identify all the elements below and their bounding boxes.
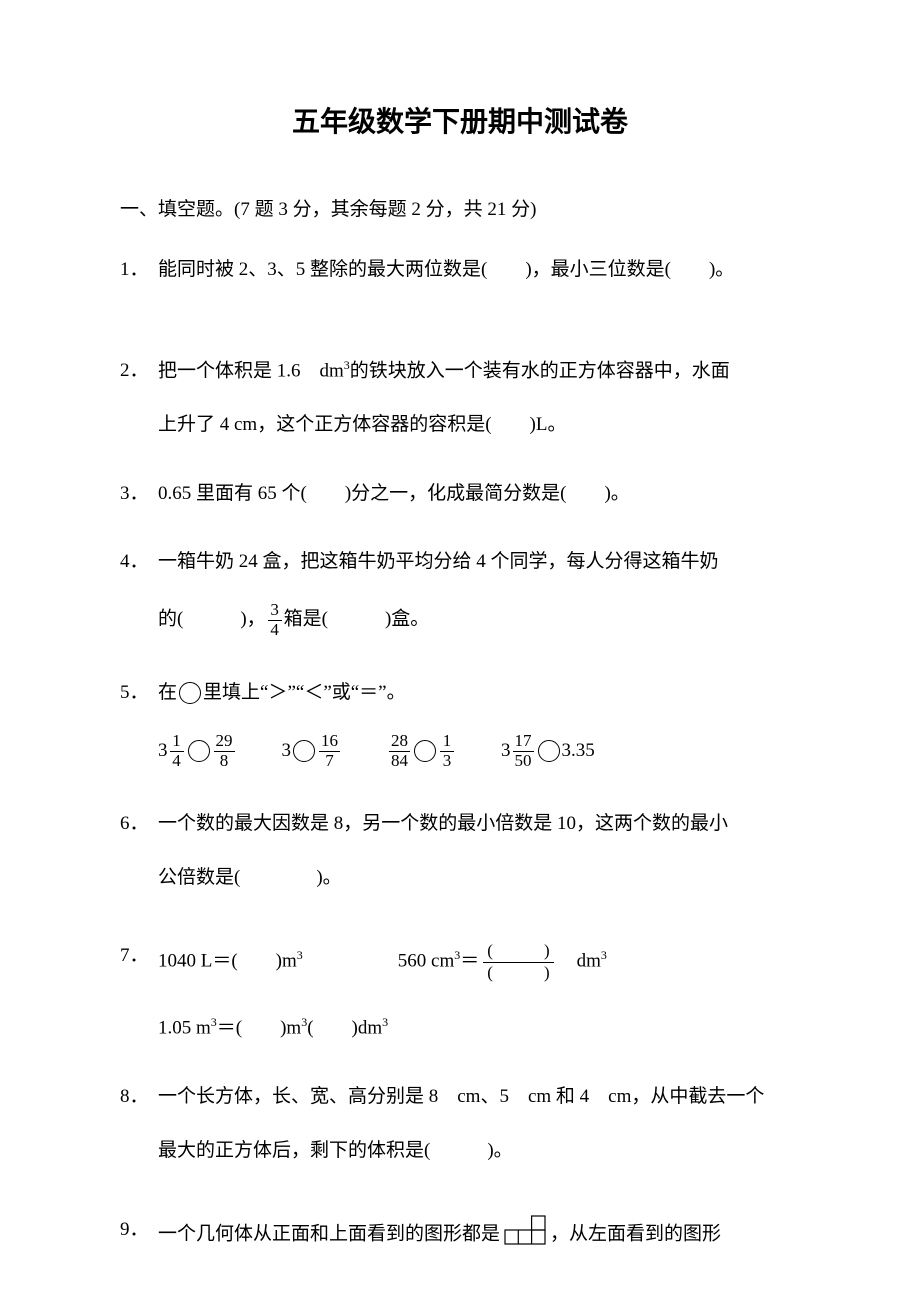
- q6-line2: 公倍数是( )。: [120, 863, 800, 893]
- q4-num: 4．: [120, 547, 158, 577]
- q3-text: 0.65 里面有 65 个( )分之一，化成最简分数是( )。: [158, 479, 800, 509]
- circle-icon: [414, 740, 436, 762]
- circle-icon: [293, 740, 315, 762]
- question-1: 1． 能同时被 2、3、5 整除的最大两位数是( )，最小三位数是( )。: [120, 255, 800, 285]
- q7-l2a: 1.05 m: [158, 1018, 211, 1039]
- c1-right-frac: 298: [214, 732, 235, 770]
- q8-line2: 最大的正方体后，剩下的体积是( )。: [120, 1136, 800, 1166]
- q7-pf-n: ( ): [483, 941, 553, 962]
- q7-a: 1040 L＝( )m: [158, 951, 297, 972]
- q1-num: 1．: [120, 255, 158, 285]
- c4-lf-d: 50: [513, 752, 534, 771]
- question-7: 7． 1040 L＝( )m3 560 cm3＝( )( ) dm3: [120, 941, 800, 983]
- question-6: 6． 一个数的最大因数是 8，另一个数的最小倍数是 10，这两个数的最小: [120, 809, 800, 839]
- q7-sup3: 3: [601, 948, 607, 962]
- question-5: 5． 在 里填上“＞”“＜”或“＝”。: [120, 678, 800, 708]
- c1-rf-n: 29: [214, 732, 235, 752]
- q7-num: 7．: [120, 941, 158, 983]
- q1-text: 能同时被 2、3、5 整除的最大两位数是( )，最小三位数是( )。: [158, 255, 800, 285]
- c3-rf-n: 1: [440, 732, 454, 752]
- q5-num: 5．: [120, 678, 158, 708]
- q2-text-b: 的铁块放入一个装有水的正方体容器中，水面: [350, 360, 730, 381]
- compare-item-4: 31750 3.35: [501, 732, 595, 770]
- q7-d: dm: [558, 951, 601, 972]
- q6-line1: 一个数的最大因数是 8，另一个数的最小倍数是 10，这两个数的最小: [158, 809, 800, 839]
- c3-right-frac: 13: [440, 732, 454, 770]
- q6-num: 6．: [120, 809, 158, 839]
- c4-lf-n: 17: [513, 732, 534, 752]
- page-title: 五年级数学下册期中测试卷: [120, 100, 800, 145]
- circle-icon: [179, 682, 201, 704]
- c4-prefix: 3: [501, 736, 511, 766]
- question-4: 4． 一箱牛奶 24 盒，把这箱牛奶平均分给 4 个同学，每人分得这箱牛奶: [120, 547, 800, 577]
- c1-rf-d: 8: [217, 752, 231, 771]
- question-9: 9． 一个几何体从正面和上面看到的图形都是 ，从左面看到的图形: [120, 1215, 800, 1255]
- q4-frac-den: 4: [268, 621, 282, 640]
- q5-text-a: 在: [158, 682, 177, 703]
- compare-item-3: 2884 13: [387, 732, 456, 770]
- q7-l2c: ( )dm: [307, 1018, 382, 1039]
- q2-line2: 上升了 4 cm，这个正方体容器的容积是( )L。: [120, 410, 800, 440]
- q4-text-b: 箱是( )盒。: [284, 609, 430, 630]
- circle-icon: [188, 740, 210, 762]
- q4-frac-num: 3: [268, 601, 282, 621]
- c1-left-frac: 14: [170, 732, 184, 770]
- q9-num: 9．: [120, 1215, 158, 1255]
- q4-line1: 一箱牛奶 24 盒，把这箱牛奶平均分给 4 个同学，每人分得这箱牛奶: [158, 547, 800, 577]
- q7-c: ＝: [460, 951, 479, 972]
- q2-text-a: 把一个体积是 1.6 dm: [158, 360, 344, 381]
- block-shape-icon: [504, 1215, 546, 1255]
- c3-lf-n: 28: [389, 732, 410, 752]
- c1-prefix: 3: [158, 736, 168, 766]
- question-8: 8． 一个长方体，长、宽、高分别是 8 cm、5 cm 和 4 cm，从中截去一…: [120, 1082, 800, 1112]
- q7-pf-d: ( ): [483, 963, 553, 983]
- q9-body: 一个几何体从正面和上面看到的图形都是 ，从左面看到的图形: [158, 1215, 800, 1255]
- q5-text-b: 里填上“＞”“＜”或“＝”。: [203, 682, 406, 703]
- q2-line1: 把一个体积是 1.6 dm3的铁块放入一个装有水的正方体容器中，水面: [158, 356, 800, 387]
- q7-sup6: 3: [382, 1015, 388, 1029]
- question-2: 2． 把一个体积是 1.6 dm3的铁块放入一个装有水的正方体容器中，水面: [120, 356, 800, 387]
- c4-right-text: 3.35: [562, 736, 595, 766]
- c1-lf-d: 4: [170, 752, 184, 771]
- q9-text1: 一个几何体从正面和上面看到的图形都是: [158, 1223, 500, 1244]
- q7-line2: 1.05 m3＝( )m3( )dm3: [120, 1013, 800, 1044]
- question-3: 3． 0.65 里面有 65 个( )分之一，化成最简分数是( )。: [120, 479, 800, 509]
- c3-lf-d: 84: [389, 752, 410, 771]
- q8-line1: 一个长方体，长、宽、高分别是 8 cm、5 cm 和 4 cm，从中截去一个: [158, 1082, 800, 1112]
- q7-paren-frac: ( )( ): [483, 941, 553, 983]
- c3-rf-d: 3: [440, 752, 454, 771]
- c4-left-frac: 1750: [513, 732, 534, 770]
- q5-compare-row: 314298 3167 288413 317503.35: [120, 732, 800, 770]
- q7-b: 560 cm: [303, 951, 454, 972]
- c2-rf-n: 16: [319, 732, 340, 752]
- compare-item-1: 314 298: [158, 732, 237, 770]
- compare-item-2: 3 167: [282, 732, 343, 770]
- q9-text2: ，从左面看到的图形: [550, 1223, 721, 1244]
- q2-num: 2．: [120, 356, 158, 387]
- q7-l2b: ＝( )m: [217, 1018, 301, 1039]
- q7-line1: 1040 L＝( )m3 560 cm3＝( )( ) dm3: [158, 941, 800, 983]
- q3-num: 3．: [120, 479, 158, 509]
- q4-text-a: 的( )，: [158, 609, 266, 630]
- c2-rf-d: 7: [323, 752, 337, 771]
- c2-right-frac: 167: [319, 732, 340, 770]
- q4-fraction: 34: [268, 601, 282, 639]
- q4-line2: 的( )，34箱是( )盒。: [120, 601, 800, 639]
- c2-prefix: 3: [282, 736, 292, 766]
- circle-icon: [538, 740, 560, 762]
- q5-text: 在 里填上“＞”“＜”或“＝”。: [158, 678, 800, 708]
- q8-num: 8．: [120, 1082, 158, 1112]
- section-header: 一、填空题。(7 题 3 分，其余每题 2 分，共 21 分): [120, 195, 800, 225]
- c1-lf-n: 1: [170, 732, 184, 752]
- c3-left-frac: 2884: [389, 732, 410, 770]
